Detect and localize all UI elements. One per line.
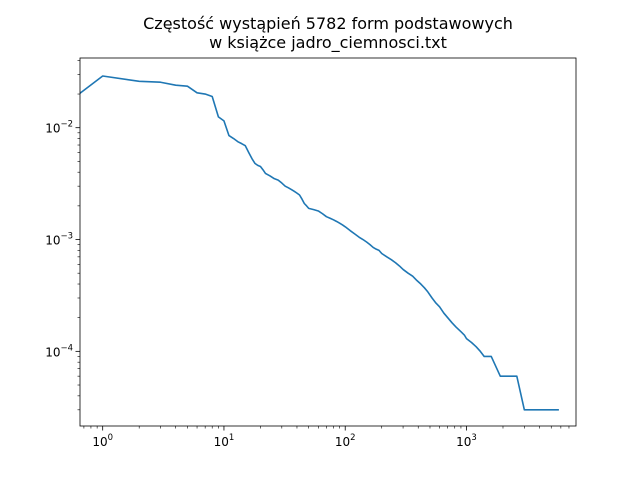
- x-tick-label: 101: [214, 433, 235, 449]
- x-tick-label: 100: [92, 433, 113, 449]
- chart-title-line-1: Częstość wystąpień 5782 form podstawowyc…: [143, 14, 513, 33]
- series-line: [80, 75, 559, 411]
- y-tick-label: 10−4: [45, 343, 73, 359]
- x-tick-label: 102: [335, 433, 356, 449]
- x-axis-ticks: 100 101 102 103: [83, 426, 570, 449]
- chart-title-line-2: w książce jadro_ciemnosci.txt: [209, 33, 447, 53]
- y-tick-label: 10−3: [45, 232, 73, 248]
- y-tick-label: 10−2: [45, 120, 73, 136]
- y-axis-ticks: 10−2 10−3 10−4: [45, 60, 80, 411]
- x-tick-label: 103: [456, 433, 477, 449]
- plot-frame: [79, 57, 577, 427]
